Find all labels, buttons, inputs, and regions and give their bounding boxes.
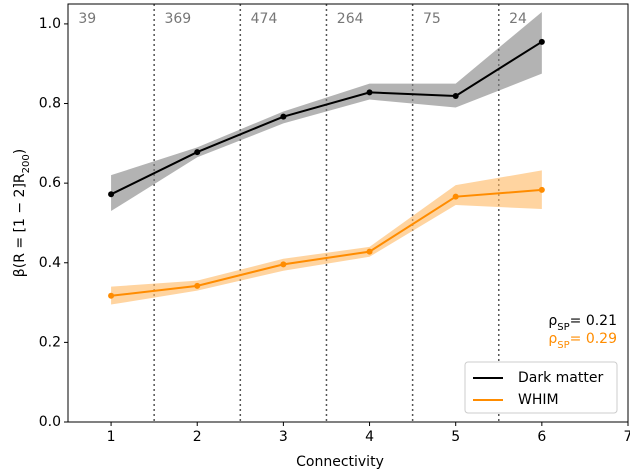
series-line [110, 40, 543, 196]
y-label-main: β(R = [1 − 2]R [12, 173, 28, 277]
y-tick-label: 1.0 [39, 16, 61, 32]
legend-label: Dark matter [518, 370, 603, 386]
data-point [366, 89, 373, 96]
legend-label: WHIM [518, 392, 559, 408]
x-tick-label: 1 [107, 429, 116, 445]
count-label: 24 [509, 11, 527, 27]
x-tick-label: 3 [279, 429, 288, 445]
data-point [108, 292, 115, 299]
rho-symbol: ρ [548, 313, 557, 329]
y-tick-label: 0.2 [39, 334, 61, 350]
series-line [110, 188, 542, 297]
data-point [538, 38, 545, 45]
rho-symbol: ρ [548, 331, 557, 347]
error-band [111, 11, 542, 212]
data-point [280, 261, 287, 268]
count-label: 369 [164, 11, 191, 27]
count-label: 474 [251, 11, 278, 27]
data-point [194, 282, 201, 289]
x-axis-label: Connectivity [296, 454, 384, 470]
y-tick-label: 0.6 [39, 175, 61, 191]
x-tick-label: 7 [624, 429, 630, 445]
y-tick-label: 0.4 [39, 255, 61, 271]
rho-annotation: ρSP= 0.29 [548, 331, 617, 351]
rho-annotation: ρSP= 0.21 [548, 313, 617, 333]
rho-sub: SP [557, 340, 569, 351]
data-point [280, 113, 287, 120]
rho-sub: SP [557, 322, 569, 333]
x-tick-label: 4 [365, 429, 374, 445]
y-label-end: ) [12, 149, 28, 154]
plot-frame [67, 3, 629, 423]
y-tick-label: 0.8 [39, 96, 61, 112]
data-point [108, 191, 115, 198]
data-point [194, 149, 201, 156]
y-label-sub: 200 [21, 154, 32, 173]
y-axis-label: β(R = [1 − 2]R200) [12, 149, 32, 277]
data-point [538, 186, 545, 193]
data-point [452, 92, 459, 99]
data-point [452, 193, 459, 200]
x-tick-label: 6 [537, 429, 546, 445]
data-point [366, 248, 373, 255]
error-band [111, 170, 542, 305]
y-tick-label: 0.0 [39, 414, 61, 430]
count-label: 75 [423, 11, 441, 27]
rho-value: = 0.29 [570, 331, 617, 347]
count-label: 264 [337, 11, 364, 27]
x-tick-label: 5 [451, 429, 460, 445]
count-label: 39 [78, 11, 96, 27]
x-tick-label: 2 [193, 429, 202, 445]
rho-value: = 0.21 [570, 313, 617, 329]
